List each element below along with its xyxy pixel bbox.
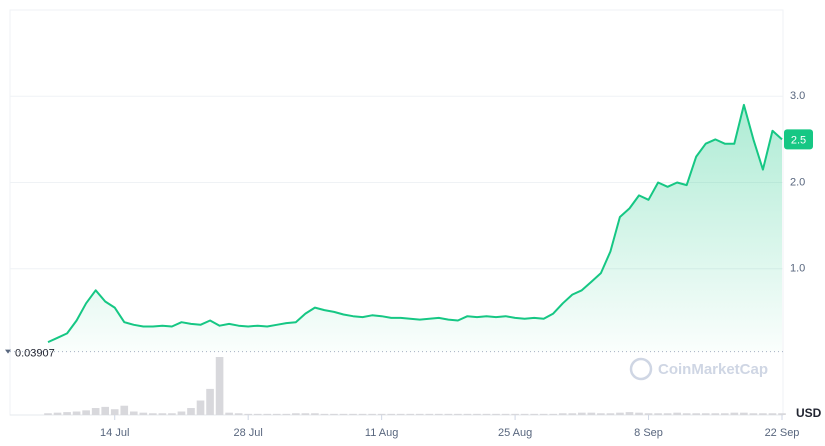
volume-bar (482, 413, 491, 415)
volume-bar (349, 413, 357, 415)
baseline-marker (5, 349, 11, 354)
volume-bar (187, 408, 195, 415)
volume-bar (206, 388, 214, 415)
volume-bar (339, 413, 348, 415)
price-area (48, 104, 782, 352)
volume-bar (263, 413, 272, 415)
volume-bar (110, 409, 119, 415)
volume-bar (759, 413, 767, 415)
volume-bar (196, 400, 205, 415)
volume-bar (568, 413, 577, 415)
volume-bar (91, 408, 100, 415)
volume-bar (358, 413, 367, 415)
y-tick-label: 1.0 (790, 263, 805, 275)
volume-bar (625, 412, 634, 415)
volume-bar (63, 412, 71, 415)
x-tick-label: 11 Aug (365, 427, 398, 439)
watermark-text: CoinMarketCap (658, 361, 768, 378)
baseline-label: 0.03907 (15, 348, 55, 360)
volume-bar (701, 413, 710, 415)
volume-bar (415, 413, 424, 415)
volume-bar (587, 412, 596, 415)
volume-bar (663, 413, 672, 415)
volume-bar (673, 412, 681, 415)
volume-bar (311, 413, 319, 415)
volume-bar (177, 411, 186, 415)
x-tick-label: 22 Sep (765, 427, 800, 439)
volume-bar (730, 412, 739, 415)
volume-bar (149, 413, 157, 415)
volume-bar (435, 413, 443, 415)
watermark-logo (629, 357, 653, 381)
x-tick-label: 28 Jul (234, 427, 263, 439)
volume-bar (492, 413, 500, 415)
volume-bar (253, 413, 262, 415)
y-tick-label: 2.0 (790, 176, 805, 188)
volume-bar (320, 413, 329, 415)
currency-label: USD (796, 406, 822, 420)
volume-bar (778, 413, 786, 415)
volume-bar (330, 413, 338, 415)
volume-bar (682, 413, 691, 415)
volume-bar (711, 413, 720, 415)
volume-bar (72, 411, 81, 415)
volume-bar (82, 410, 90, 415)
volume-bar (368, 413, 376, 415)
volume-bar (406, 413, 415, 415)
volume-bar (396, 413, 405, 415)
volume-bar (768, 413, 777, 415)
y-tick-label: 3.0 (790, 90, 805, 102)
volume-bar (292, 413, 300, 415)
volume-bar (720, 413, 729, 415)
volume-bar (654, 413, 662, 415)
volume-bar (129, 411, 138, 415)
watermark: CoinMarketCap (629, 357, 768, 381)
current-price-label: 2.5 (791, 134, 806, 146)
volume-bar (549, 413, 558, 415)
volume-bar (101, 406, 110, 415)
volume-bar (425, 413, 434, 415)
volume-bar (120, 405, 129, 415)
volume-bar (530, 413, 538, 415)
volume-bar (454, 413, 462, 415)
x-tick-label: 25 Aug (498, 427, 532, 439)
volume-bar (692, 413, 701, 415)
volume-bar (616, 412, 624, 415)
volume-bar (635, 412, 643, 415)
volume-bar (244, 413, 252, 415)
volume-bar (606, 413, 615, 415)
volume-bar (377, 413, 386, 415)
price-line (47, 103, 783, 344)
volume-bar (282, 413, 291, 415)
volume-bar (578, 412, 586, 415)
volume-bar (168, 413, 176, 415)
volume-bar (501, 413, 510, 415)
current-price-box (784, 129, 813, 150)
volume-bar (215, 357, 224, 415)
volume-bar (644, 413, 653, 415)
volume-bar (53, 412, 62, 415)
volume-bar (444, 413, 453, 415)
volume-bar (387, 413, 395, 415)
volume-bar (597, 413, 605, 415)
volume-bar (225, 412, 233, 415)
volume-bar (749, 413, 758, 415)
volume-bar (511, 413, 519, 415)
volume-bar (520, 413, 529, 415)
x-tick-label: 14 Jul (100, 427, 129, 439)
volume-bar (463, 413, 472, 415)
volume-bar (558, 413, 567, 415)
volume-bar (139, 412, 148, 415)
volume-bar (234, 413, 243, 415)
volume-bar (740, 412, 748, 415)
volume-bar (272, 413, 281, 415)
volume-bar (539, 413, 548, 415)
volume-bar (473, 413, 481, 415)
volume-bar (158, 413, 167, 415)
x-tick-label: 8 Sep (634, 427, 663, 439)
volume-bar (44, 413, 52, 415)
volume-bar (301, 413, 310, 415)
